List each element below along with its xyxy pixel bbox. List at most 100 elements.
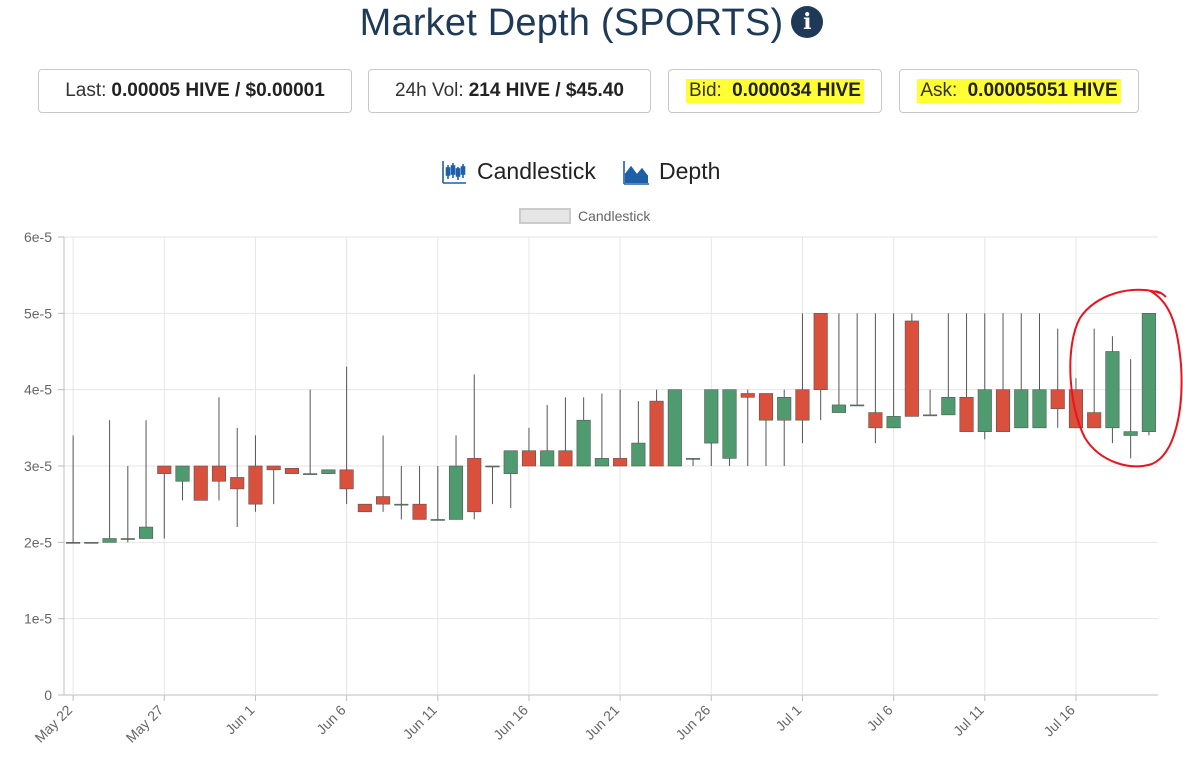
candle-jul-13[interactable] <box>1014 313 1029 429</box>
candle-body <box>157 465 172 474</box>
candle-may-25[interactable] <box>120 466 135 543</box>
candle-body <box>339 469 354 490</box>
candle-jun-14[interactable] <box>485 465 500 505</box>
candle-jul-7[interactable] <box>904 313 919 417</box>
candle-body <box>1068 389 1083 429</box>
page-title-text: Market Depth (SPORTS) <box>359 2 784 44</box>
candle-jul-2[interactable] <box>813 313 828 421</box>
bid-highlight: Bid: 0.000034 HIVE <box>686 79 864 103</box>
candle-jul-10[interactable] <box>959 313 974 432</box>
candle-may-30[interactable] <box>211 397 227 501</box>
candle-jun-2[interactable] <box>266 465 281 505</box>
x-tick-label: Jul 6 <box>864 702 896 734</box>
candlestick-chart: Candlestick 0 1e-5 2e-5 3e-5 4e-5 5e-5 6e-5 Ma… <box>24 208 1183 746</box>
candle-body <box>102 538 117 543</box>
candle-jun-7[interactable] <box>357 503 372 513</box>
candle-jul-15[interactable] <box>1050 328 1065 428</box>
candle-may-29[interactable] <box>193 465 208 501</box>
candle-jun-25[interactable] <box>686 458 701 466</box>
x-tick-label: Jul 11 <box>950 702 987 739</box>
candle-jun-4[interactable] <box>303 389 318 475</box>
candle-jun-19[interactable] <box>576 397 591 467</box>
candle-body <box>667 389 682 467</box>
y-tick-label: 4e-5 <box>24 382 52 398</box>
chart-legend[interactable]: Candlestick <box>519 208 651 224</box>
candle-body <box>412 503 427 520</box>
candle-jun-6[interactable] <box>339 366 354 505</box>
candle-jun-9[interactable] <box>394 466 409 520</box>
candle-may-23[interactable] <box>84 542 99 544</box>
candle-jun-15[interactable] <box>503 450 518 508</box>
candle-jul-8[interactable] <box>923 389 938 417</box>
candle-jun-18[interactable] <box>558 397 573 467</box>
candle-jul-19[interactable] <box>1123 359 1138 459</box>
candle-body <box>467 458 482 513</box>
candlestick-icon <box>442 160 466 184</box>
candle-may-31[interactable] <box>230 427 245 528</box>
x-tick-label: Jun 16 <box>490 702 531 743</box>
info-icon[interactable]: i <box>791 6 824 38</box>
candle-may-24[interactable] <box>102 420 117 543</box>
candle-jun-16[interactable] <box>521 427 536 467</box>
x-tick-label: Jun 1 <box>222 702 258 738</box>
candle-body <box>594 458 609 467</box>
candle-body <box>357 503 372 513</box>
candle-jul-11[interactable] <box>977 313 992 440</box>
candle-jun-3[interactable] <box>284 467 299 474</box>
candle-body <box>904 320 919 417</box>
candle-jul-6[interactable] <box>886 313 901 429</box>
candle-jun-23[interactable] <box>649 389 664 467</box>
candle-jun-24[interactable] <box>667 389 682 467</box>
x-tick-label: Jun 26 <box>672 702 713 743</box>
candle-may-27[interactable] <box>157 465 172 539</box>
candle-body <box>1105 351 1120 429</box>
candle-jul-5[interactable] <box>868 313 883 444</box>
candle-jul-12[interactable] <box>995 313 1011 432</box>
candle-jul-3[interactable] <box>831 313 846 413</box>
candle-body <box>1141 313 1156 432</box>
candle-jun-12[interactable] <box>448 435 464 520</box>
candle-jun-11[interactable] <box>430 466 445 521</box>
candle-body <box>850 404 865 407</box>
candle-may-28[interactable] <box>175 465 190 501</box>
candle-body <box>1014 389 1029 429</box>
candle-may-26[interactable] <box>139 420 154 539</box>
candle-body <box>521 450 536 467</box>
candle-body <box>448 465 464 520</box>
candle-body <box>485 465 500 468</box>
y-tick-label: 3e-5 <box>24 458 52 474</box>
candle-jun-8[interactable] <box>376 435 391 512</box>
candle-body <box>795 389 810 421</box>
candle-jul-18[interactable] <box>1105 336 1120 444</box>
candle-jul-20[interactable] <box>1141 313 1156 436</box>
legend-swatch <box>519 208 571 224</box>
candle-may-22[interactable] <box>66 435 81 544</box>
x-tick-label: Jun 21 <box>581 702 622 743</box>
ask-value: 0.00005051 HIVE <box>967 80 1118 101</box>
candle-jun-17[interactable] <box>540 404 555 467</box>
candle-jun-28[interactable] <box>740 389 755 466</box>
x-tick-label: May 27 <box>123 702 167 746</box>
candle-jun-29[interactable] <box>758 393 774 466</box>
depth-toggle-label: Depth <box>659 158 721 184</box>
candle-jun-5[interactable] <box>321 469 336 474</box>
candle-jun-1[interactable] <box>248 435 263 512</box>
candle-body <box>84 542 99 544</box>
candle-jun-22[interactable] <box>631 401 646 467</box>
candle-jun-30[interactable] <box>777 389 792 466</box>
candle-body <box>959 397 974 432</box>
candlestick-toggle[interactable]: Candlestick <box>441 158 596 185</box>
candle-jun-26[interactable] <box>704 389 719 466</box>
candle-jun-10[interactable] <box>412 466 427 520</box>
candle-body <box>376 496 391 505</box>
candle-jun-20[interactable] <box>594 393 609 467</box>
candle-jul-1[interactable] <box>795 313 810 444</box>
candle-jul-14[interactable] <box>1032 313 1047 429</box>
candle-jul-4[interactable] <box>850 313 865 407</box>
candle-jul-17[interactable] <box>1087 328 1102 429</box>
depth-toggle[interactable]: Depth <box>623 158 720 185</box>
candle-jun-13[interactable] <box>467 374 482 520</box>
candle-jun-21[interactable] <box>613 389 628 467</box>
candle-jul-9[interactable] <box>941 313 956 416</box>
candle-jun-27[interactable] <box>722 389 737 466</box>
